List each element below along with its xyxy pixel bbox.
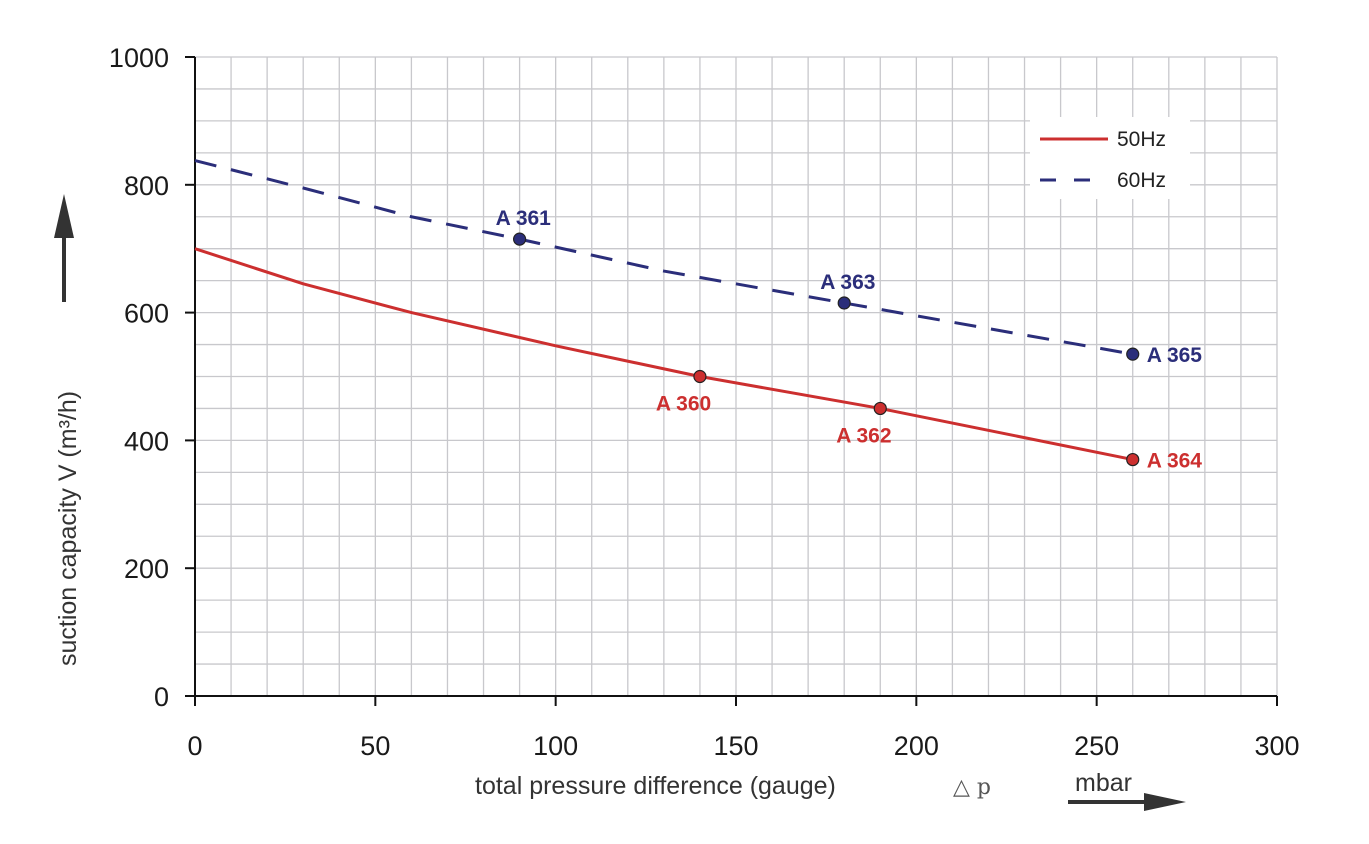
series-group: A 360 A 362 A 364 A 361 A 363 A 365: [194, 159, 1203, 473]
legend: 50Hz 60Hz: [1030, 117, 1190, 199]
y-tick-label: 600: [124, 299, 169, 329]
data-point-label: A 365: [1147, 344, 1203, 367]
x-tick-label: 100: [533, 731, 578, 761]
x-tick-label: 300: [1254, 731, 1299, 761]
data-point-marker: [1126, 347, 1140, 361]
y-axis-arrow-icon: [54, 194, 74, 302]
data-point-marker: [873, 401, 887, 416]
y-tick-label: 200: [124, 554, 169, 584]
data-point-marker: [512, 232, 527, 246]
legend-label-60hz: 60Hz: [1117, 169, 1166, 192]
x-tick-label: 0: [187, 731, 202, 761]
x-axis-unit: mbar: [1075, 769, 1132, 797]
x-tick-label: 50: [360, 731, 390, 761]
x-tick-label: 150: [713, 731, 758, 761]
axis-titles: suction capacity V (m³/h) total pressure…: [54, 194, 1186, 811]
x-axis-title: total pressure difference (gauge): [475, 772, 836, 800]
x-tick-label: 200: [894, 731, 939, 761]
legend-background: [1030, 117, 1190, 199]
y-tick-label: 800: [124, 171, 169, 201]
data-point-label: A 362: [836, 424, 891, 447]
axes: 0 200 400 600 800 1000 0 50 100 150 200 250 300: [109, 43, 1300, 761]
y-tick-label: 1000: [109, 43, 169, 73]
data-point-marker: [1126, 452, 1140, 467]
x-axis-arrow-icon: [1068, 793, 1186, 811]
x-tick-label: 250: [1074, 731, 1119, 761]
data-point-label: A 360: [656, 393, 711, 416]
y-axis-title: suction capacity V (m³/h): [54, 391, 82, 666]
data-point-label: A 364: [1147, 450, 1203, 473]
x-axis-symbol: △ p: [953, 775, 991, 800]
data-point-label: A 361: [496, 207, 552, 230]
data-point-marker: [693, 369, 707, 384]
y-tick-label: 400: [124, 426, 169, 456]
legend-label-50hz: 50Hz: [1117, 128, 1166, 151]
data-point-marker: [837, 296, 851, 310]
y-tick-label: 0: [154, 682, 169, 712]
data-point-label: A 363: [820, 271, 875, 294]
